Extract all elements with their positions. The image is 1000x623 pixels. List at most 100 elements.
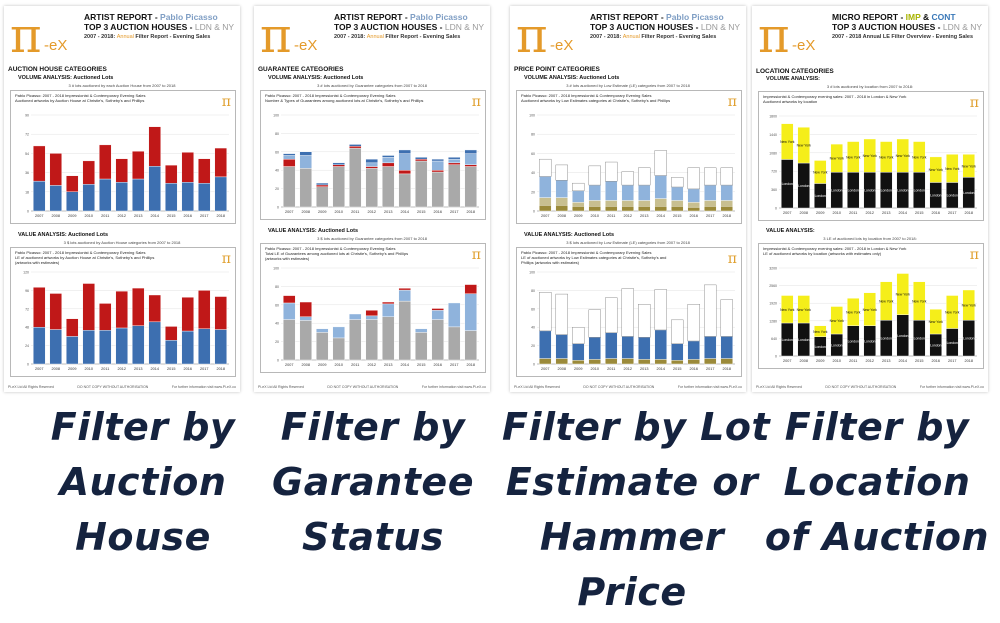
chart-svg: 0 640 1280 1920 2560 3200 London New York 2007 Lo… [769,267,977,363]
pi-ex-logo-icon: π -eX [516,8,573,64]
bar-segment-label: London [798,184,809,188]
x-tick-label: 2008 [302,363,310,367]
report-thumbnail-guarantee[interactable]: π -eX ARTIST REPORT - Pablo Picasso TOP 3… [254,6,490,392]
x-tick-label: 2013 [882,211,890,215]
report-title-amp: & [920,12,932,22]
x-tick-label: 2012 [866,211,874,215]
y-tick-label: 100 [273,267,279,271]
x-tick-label: 2016 [932,359,940,363]
x-tick-label: 2011 [101,214,109,218]
x-tick-label: 2015 [417,363,425,367]
chart-caption: Pablo Picasso: 2007 - 2018 Impressionist… [265,93,424,103]
y-tick-label: 20 [531,344,535,348]
x-tick-label: 2014 [401,363,409,367]
chart-bar-segment [539,205,552,212]
chart-bar-segment [687,340,700,360]
y-tick-label: 100 [273,114,279,118]
chart-bar-segment [448,164,461,208]
y-tick-label: 0 [533,363,535,367]
bar-segment-label: New York [780,140,795,144]
bar-segment-label: London [881,337,892,341]
caption-filter-lot-estimate: Filter by Lot Estimate or Hammer Price [502,400,770,620]
volume-analysis-note: 3 # lots auctioned by location from 2007… [826,84,914,89]
caption-line: Hammer [539,515,725,559]
chart-bar-segment [814,325,827,337]
y-tick-label: 0 [775,355,777,359]
chart-caption: Impressionist & Contemporary evening sal… [763,246,907,256]
x-tick-label: 2014 [401,210,409,214]
chart-bar-segment [382,157,395,164]
chart-bar-segment [638,205,651,212]
report-thumbnail-location[interactable]: π -eX MICRO REPORT - IMP & CONT TOP 3 AUC… [752,6,988,392]
chart-bar-segment [448,326,461,361]
x-tick-label: 2018 [723,214,731,218]
x-tick-label: 2017 [706,367,714,371]
chart-bar-segment [349,147,362,208]
y-tick-label: 54 [25,152,29,156]
chart-bar-segment [148,321,161,365]
chart-bar-segment [605,200,618,207]
y-tick-label: 48 [25,326,29,330]
chart-bar-segment [66,191,79,212]
logo-pi-glyph: π [516,10,548,60]
logo-ex-text: -eX [294,37,317,54]
chart-bar-segment [165,340,178,365]
y-tick-label: 72 [25,133,29,137]
x-tick-label: 2007 [285,210,293,214]
chart-bar-segment [654,150,667,176]
volume-chart: Pablo Picasso: 2007 - 2018 Impressionist… [260,90,486,220]
y-tick-label: 40 [531,326,535,330]
report-thumbnail-auction-house[interactable]: π -eX ARTIST REPORT - Pablo Picasso TOP 3… [4,6,240,392]
volume-chart: Pablo Picasso: 2007 - 2018 Impressionist… [10,90,236,224]
y-tick-label: 60 [531,307,535,311]
value-analysis-label: VALUE ANALYSIS: Auctioned Lots [268,228,359,234]
y-tick-label: 20 [275,340,279,344]
chart-bar-segment [654,359,667,365]
y-tick-label: 80 [531,133,535,137]
chart-bar-segment [398,153,411,171]
report-period-annual: Annual [366,34,384,40]
x-tick-label: 2008 [800,359,808,363]
y-tick-label: 0 [27,363,29,367]
footer-notice: DO NOT COPY WITHOUT AUTHORISATION [583,385,655,389]
chart-bar-segment [132,287,145,326]
chart-bar-segment [464,284,477,294]
chart-bar-segment [621,200,634,207]
caption-line: Status [301,515,444,559]
x-tick-label: 2010 [833,359,841,363]
caption-line: Filter by [784,405,970,449]
logo-pi-glyph: π [10,10,42,60]
y-tick-label: 36 [25,171,29,175]
chart-bar-segment [448,157,461,160]
bar-segment-label: New York [846,311,861,315]
y-tick-label: 2560 [769,284,777,288]
y-tick-label: 720 [771,170,777,174]
chart-bar-segment [797,127,810,164]
chart-bar-segment [621,336,634,359]
caption-line: Auction [59,460,227,504]
report-subtitle: TOP 3 AUCTION HOUSES - [832,22,943,32]
report-thumbnail-price-point[interactable]: π -eX ARTIST REPORT - Pablo Picasso TOP 3… [510,6,746,392]
pi-ex-logo-icon: π -eX [756,8,826,64]
category-heading: GUARANTEE CATEGORIES [258,66,344,73]
y-tick-label: 640 [771,337,777,341]
bar-segment-label: London [963,337,974,341]
bar-segment-label: New York [929,168,944,172]
bar-segment-label: London [930,344,941,348]
chart-bar-segment [830,306,843,335]
x-tick-label: 2015 [915,211,923,215]
y-tick-label: 1920 [769,302,777,306]
y-tick-label: 1440 [769,133,777,137]
chart-bar-segment [621,358,634,365]
chart-bar-segment [704,284,717,337]
x-tick-label: 2017 [450,363,458,367]
chart-bar-segment [913,141,926,173]
chart-bar-segment [671,360,684,365]
x-tick-label: 2015 [167,367,175,371]
x-tick-label: 2018 [217,214,225,218]
bar-segment-label: New York [863,308,878,312]
chart-bar-segment [49,153,62,186]
chart-bar-segment [704,167,717,186]
chart-bar-segment [687,304,700,342]
report-subtitle: TOP 3 AUCTION HOUSES - [334,22,445,32]
